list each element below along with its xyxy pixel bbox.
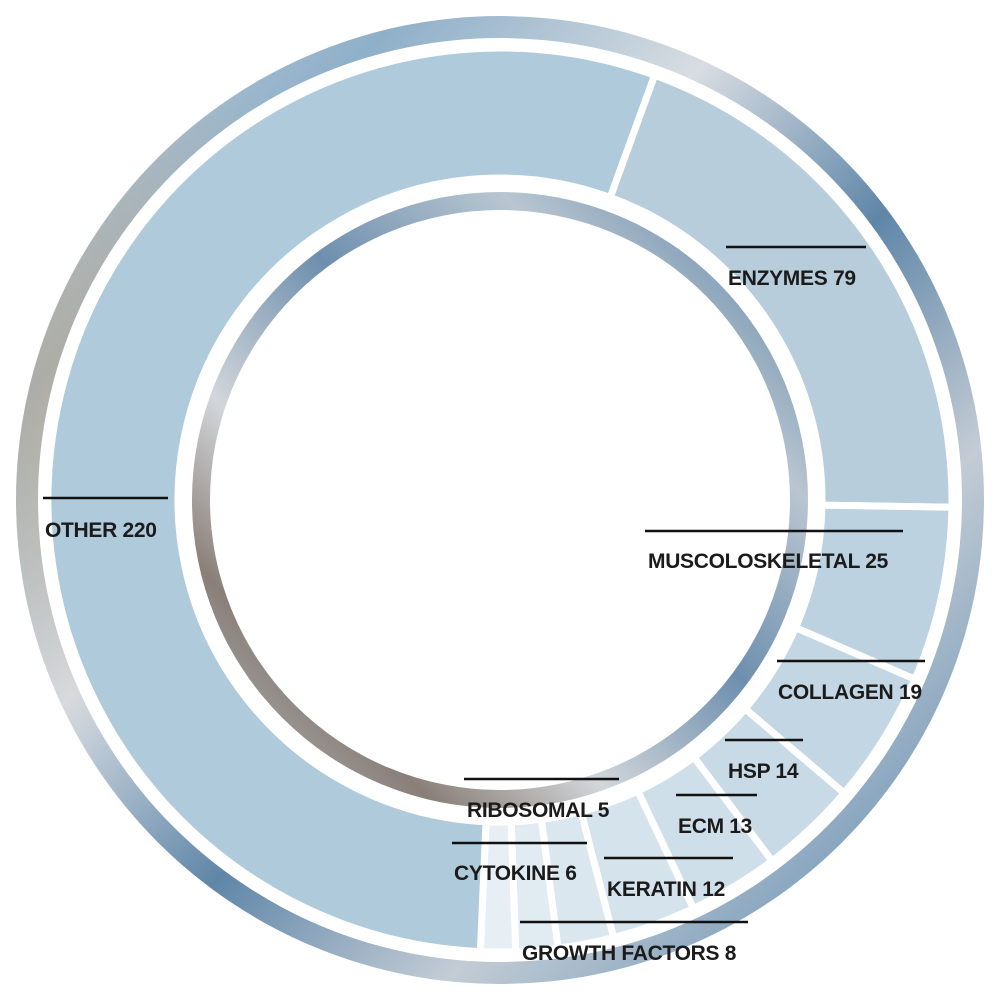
- label-growth-factors: GROWTH FACTORS 8: [522, 942, 737, 965]
- label-keratin: KERATIN 12: [607, 878, 725, 901]
- slices-group: [44, 44, 956, 956]
- label-hsp: HSP 14: [728, 760, 799, 783]
- slice-enzymes: [605, 70, 956, 511]
- label-ribosomal: RIBOSOMAL 5: [467, 799, 610, 822]
- slice-labels: ENZYMES 79 MUSCOLOSKELETAL 25 COLLAGEN 1…: [45, 267, 922, 965]
- label-cytokine: CYTOKINE 6: [454, 862, 577, 885]
- label-ecm: ECM 13: [678, 815, 752, 838]
- label-muscoloskeletal: MUSCOLOSKELETAL 25: [648, 550, 889, 573]
- label-other: OTHER 220: [45, 519, 157, 542]
- slice-other: [44, 44, 660, 956]
- donut-hole: [210, 210, 790, 790]
- leader-lines: [43, 245, 925, 924]
- label-enzymes: ENZYMES 79: [728, 267, 856, 290]
- label-collagen: COLLAGEN 19: [778, 681, 922, 704]
